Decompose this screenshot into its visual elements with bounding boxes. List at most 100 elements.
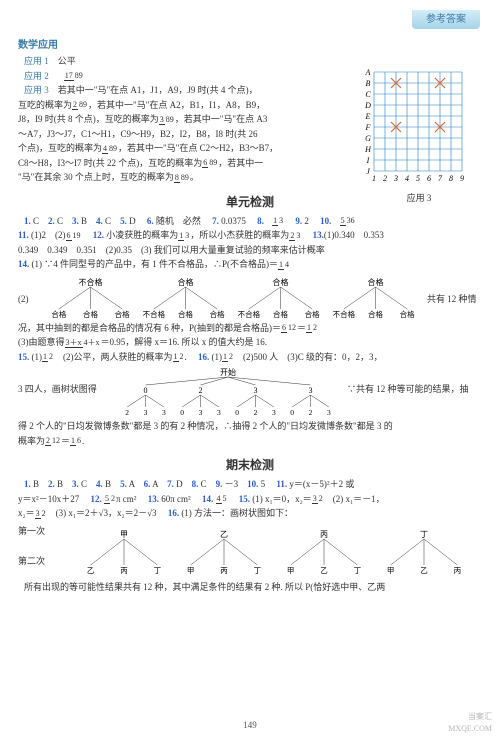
- svg-text:合格: 合格: [273, 309, 288, 319]
- svg-text:甲: 甲: [387, 566, 395, 575]
- q14-l3: 共有 12 种情: [427, 273, 482, 307]
- app3-t5: 个点)，互吃的概率为: [18, 143, 102, 153]
- svg-text:B: B: [366, 79, 371, 88]
- svg-text:不合格: 不合格: [142, 309, 165, 319]
- svg-text:D: D: [364, 101, 371, 110]
- final-line1: 1. B 2. B 3. C 4. B 5. A 6. A 7. D 8. C …: [18, 478, 482, 492]
- svg-text:乙: 乙: [87, 566, 95, 575]
- app-section-title: 数学应用: [18, 38, 482, 53]
- app3-label: 应用 3: [24, 85, 49, 95]
- final-tree-svg: 甲乙丙丁乙甲丙丁丙甲乙丁丁甲乙丙: [74, 527, 474, 575]
- main-content: 数学应用 ABCDEFGHIJ123456789 应用 3 应用 1 公平 应用…: [18, 38, 482, 594]
- svg-text:2: 2: [198, 386, 202, 395]
- svg-text:0: 0: [290, 408, 294, 417]
- svg-text:3: 3: [393, 174, 398, 183]
- svg-text:8: 8: [449, 174, 453, 183]
- app3-t4: ～A7，J3～J7，C1～H1，C9～H9，B2，I2，B8，I8 时(共 26: [18, 128, 328, 142]
- svg-text:合格: 合格: [177, 277, 193, 287]
- svg-text:合格: 合格: [209, 309, 224, 319]
- q16-b2: 3 四人，画树状图得: [18, 365, 108, 397]
- svg-text:丙: 丙: [454, 566, 462, 575]
- svg-text:1: 1: [372, 174, 376, 183]
- svg-text:丙: 丙: [220, 566, 228, 575]
- svg-text:I: I: [366, 156, 370, 165]
- svg-text:3: 3: [271, 408, 275, 417]
- final-line3: x₂＝32 (3) x₁＝2＋√3，x₂＝2－√3 16. (1) 方法一：画树…: [18, 507, 482, 521]
- unit-q16-e: 概率为212＝16.: [18, 435, 482, 449]
- svg-text:G: G: [365, 134, 371, 143]
- svg-text:不合格: 不合格: [78, 277, 102, 287]
- svg-text:甲: 甲: [287, 566, 295, 575]
- app3-t7b: 。: [190, 172, 199, 182]
- svg-text:3: 3: [198, 408, 202, 417]
- svg-text:甲: 甲: [120, 530, 128, 539]
- app2-frac: 1789: [58, 72, 84, 80]
- svg-text:3: 3: [253, 386, 257, 395]
- app3-t1: 若其中一"马"在点 A1，J1，A9，J9 时(共 4 个点)，: [58, 85, 258, 95]
- app3-t3: J8，I9 时(共 8 个点)，互吃的概率为: [18, 114, 159, 124]
- q14-tree-row: (2) 不合格合格合格合格合格不合格合格合格合格不合格合格合格合格不合格合格合格…: [18, 273, 482, 321]
- unit-q14-l1: 14. (1) ∵4 件同型号的产品中，有 1 件不合格品，∴P(不合格品)＝1…: [18, 258, 482, 272]
- svg-text:合格: 合格: [368, 309, 383, 319]
- svg-text:0: 0: [143, 386, 147, 395]
- svg-text:乙: 乙: [420, 566, 428, 575]
- svg-text:不合格: 不合格: [332, 309, 355, 319]
- svg-text:甲: 甲: [187, 566, 195, 575]
- app2-label: 应用 2: [24, 71, 49, 81]
- q14-l2: (2): [18, 273, 38, 307]
- unit-q14-l5: (3)由题意得3＋x4＋x＝0.95，解得 x＝16. 所以 x 的值大约是 1…: [18, 336, 482, 350]
- svg-text:4: 4: [405, 174, 409, 183]
- final-test-title: 期末检测: [18, 456, 482, 474]
- app3-t3b: ，若其中一"马"在点 A3: [175, 114, 268, 124]
- grid-svg: ABCDEFGHIJ123456789: [360, 68, 478, 190]
- final-line2: y＝x²－10x＋27 12. 52π cm² 13. 60π cm² 14. …: [18, 493, 482, 507]
- unit-line2b: 0.349 0.349 0.351 (2)0.35 (3) 我们可以用大量重复试…: [18, 244, 482, 258]
- svg-text:9: 9: [460, 174, 464, 183]
- q16-c: ∵共有 12 种等可能的结果，抽: [347, 365, 482, 397]
- app3-t5b: ，若其中一"马"在点 C2～H2，B3～B7，: [118, 143, 278, 153]
- app3-f4: 689: [202, 159, 218, 167]
- svg-text:丁: 丁: [420, 530, 428, 539]
- svg-text:合格: 合格: [272, 277, 288, 287]
- header-tab: 参考答案: [412, 10, 480, 29]
- svg-text:丁: 丁: [254, 566, 262, 575]
- svg-text:2: 2: [308, 408, 312, 417]
- app3-t2b: ，若其中一"马"在点 A2，B1，I1，A8，B9，: [88, 100, 265, 110]
- unit-q14-l4: 况，其中抽到的都是合格品的情况有 6 种，P(抽到的都是合格品)＝612＝12: [18, 322, 482, 336]
- unit-q16-d: 得 2 个人的"日均发微博条数"都是 3 的有 2 种情况，∴抽得 2 个人的"…: [18, 420, 482, 434]
- svg-text:合格: 合格: [304, 309, 319, 319]
- svg-text:合格: 合格: [83, 309, 98, 319]
- svg-text:2: 2: [383, 174, 387, 183]
- svg-text:乙: 乙: [220, 530, 228, 539]
- svg-text:不合格: 不合格: [237, 309, 260, 319]
- app3-f5: 889: [174, 174, 190, 182]
- svg-text:3: 3: [143, 408, 147, 417]
- svg-text:丙: 丙: [320, 530, 328, 539]
- ft-row2-label: 第二次: [18, 555, 66, 573]
- svg-text:3: 3: [216, 408, 220, 417]
- svg-text:开始: 开始: [220, 367, 236, 377]
- svg-text:6: 6: [427, 174, 431, 183]
- svg-text:丙: 丙: [120, 566, 128, 575]
- svg-text:丁: 丁: [354, 566, 362, 575]
- svg-text:合格: 合格: [367, 277, 383, 287]
- app3-f2: 389: [159, 116, 175, 124]
- svg-text:合格: 合格: [399, 309, 414, 319]
- app3-t6: C8～H8，I3～I7 时(共 22 个点)，互吃的概率为: [18, 158, 202, 168]
- app1-answer: 公平: [58, 56, 76, 66]
- svg-text:3: 3: [161, 408, 165, 417]
- svg-text:合格: 合格: [178, 309, 193, 319]
- page-number: 149: [243, 719, 257, 733]
- svg-text:丁: 丁: [154, 566, 162, 575]
- svg-text:2: 2: [125, 408, 129, 417]
- svg-text:7: 7: [438, 174, 443, 183]
- watermark: 当案汇 MXQE.COM: [448, 711, 492, 735]
- svg-text:0: 0: [235, 408, 239, 417]
- svg-text:合格: 合格: [114, 309, 129, 319]
- final-tree-row: 第一次 第二次 甲乙丙丁乙甲丙丁丙甲乙丁丁甲乙丙: [18, 525, 482, 577]
- svg-text:合格: 合格: [51, 309, 66, 319]
- grid-figure: ABCDEFGHIJ123456789 应用 3: [360, 68, 478, 206]
- app1-label: 应用 1: [24, 56, 49, 66]
- ft-row1-label: 第一次: [18, 525, 66, 543]
- svg-text:A: A: [365, 68, 371, 77]
